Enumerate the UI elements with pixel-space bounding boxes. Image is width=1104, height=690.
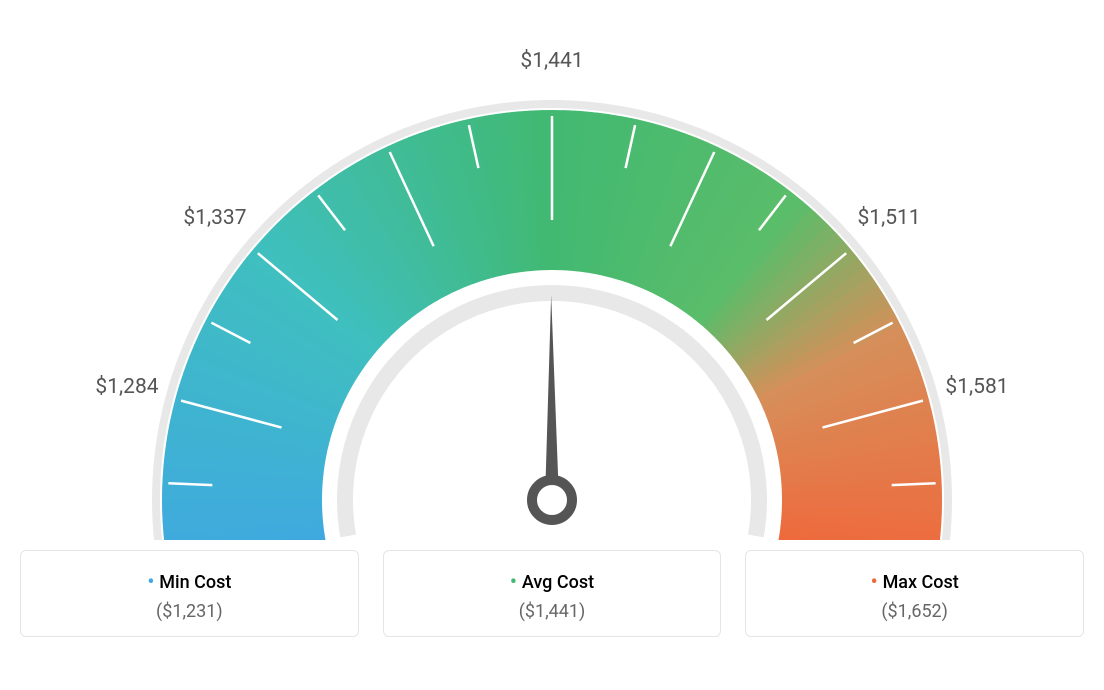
legend-avg-label: Avg Cost	[396, 569, 709, 593]
svg-text:$1,511: $1,511	[857, 206, 920, 230]
gauge-svg: $1,231$1,284$1,337$1,441$1,511$1,581$1,6…	[20, 20, 1084, 540]
legend-card-max: Max Cost ($1,652)	[745, 550, 1084, 637]
svg-text:$1,581: $1,581	[945, 375, 1008, 399]
svg-text:$1,284: $1,284	[95, 375, 158, 399]
legend-min-value: ($1,231)	[33, 601, 346, 622]
svg-text:$1,441: $1,441	[520, 49, 583, 73]
legend-card-avg: Avg Cost ($1,441)	[383, 550, 722, 637]
legend-min-label: Min Cost	[33, 569, 346, 593]
legend-row: Min Cost ($1,231) Avg Cost ($1,441) Max …	[20, 550, 1084, 637]
legend-max-label: Max Cost	[758, 569, 1071, 593]
legend-avg-value: ($1,441)	[396, 601, 709, 622]
svg-text:$1,337: $1,337	[183, 206, 246, 230]
cost-gauge: $1,231$1,284$1,337$1,441$1,511$1,581$1,6…	[20, 20, 1084, 540]
legend-card-min: Min Cost ($1,231)	[20, 550, 359, 637]
legend-max-value: ($1,652)	[758, 601, 1071, 622]
